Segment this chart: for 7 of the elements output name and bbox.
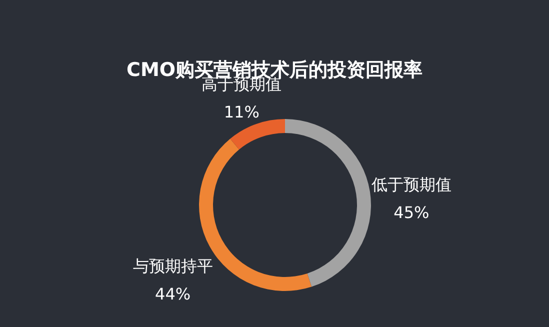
data-label: 11% [224, 102, 260, 122]
donut-slice [285, 119, 371, 287]
data-label: 44% [155, 284, 191, 304]
donut-slice [230, 119, 285, 150]
slice-label: 与预期持平 [132, 256, 213, 276]
slice-label: 低于预期值 [371, 174, 452, 194]
data-label: 45% [394, 202, 430, 222]
